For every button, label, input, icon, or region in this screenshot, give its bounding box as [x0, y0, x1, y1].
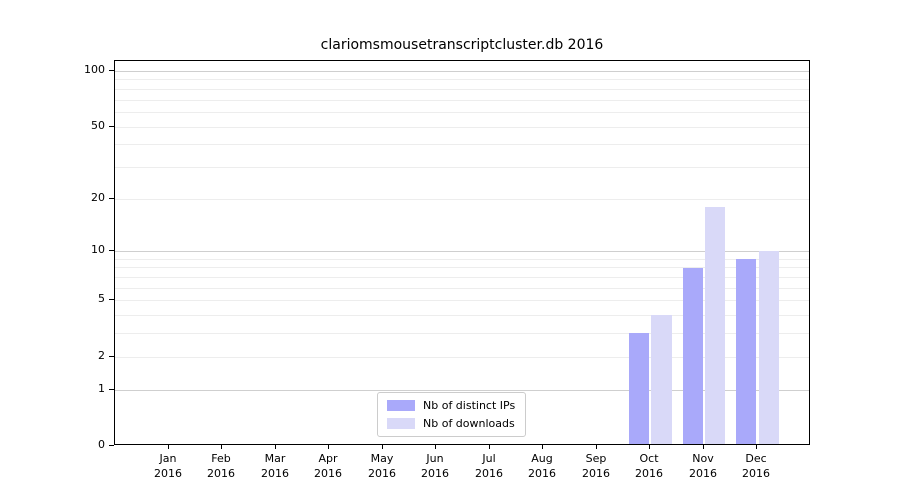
x-tick-month: Sep — [585, 452, 607, 465]
x-tick-month: Feb — [211, 452, 231, 465]
x-tick-label: Sep 2016 — [564, 451, 628, 481]
x-tick — [703, 445, 704, 449]
legend: Nb of distinct IPs Nb of downloads — [377, 392, 527, 437]
x-tick-month: Nov — [692, 452, 714, 465]
y-tick-label: 20 — [91, 191, 105, 204]
x-tick-label: Jun 2016 — [403, 451, 467, 481]
x-tick-month: Mar — [264, 452, 286, 465]
minor-gridline — [115, 267, 809, 268]
minor-gridline — [115, 167, 809, 168]
bar-distinct-ips-oct — [629, 333, 650, 444]
major-gridline — [115, 71, 809, 72]
minor-gridline — [115, 89, 809, 90]
legend-entry-downloads: Nb of downloads — [387, 417, 515, 430]
x-tick — [382, 445, 383, 449]
x-tick-month: Dec — [745, 452, 767, 465]
y-tick-label: 5 — [98, 292, 105, 305]
x-tick-label: Mar 2016 — [243, 451, 307, 481]
x-tick-month: Jan — [159, 452, 177, 465]
y-tick — [109, 445, 114, 446]
minor-gridline — [115, 199, 809, 200]
y-tick-label: 2 — [98, 349, 105, 362]
x-tick — [756, 445, 757, 449]
x-tick-label: Nov 2016 — [671, 451, 735, 481]
minor-gridline — [115, 259, 809, 260]
x-tick-month: Oct — [639, 452, 659, 465]
x-tick — [168, 445, 169, 449]
legend-swatch-downloads-icon — [387, 418, 415, 429]
plot-area: Nb of distinct IPs Nb of downloads — [114, 60, 810, 445]
x-tick — [275, 445, 276, 449]
x-tick-label: May 2016 — [350, 451, 414, 481]
x-tick-label: Jan 2016 — [136, 451, 200, 481]
chart-title: clariomsmousetranscriptcluster.db 2016 — [320, 37, 604, 53]
minor-gridline — [115, 100, 809, 101]
bar-downloads-nov — [704, 206, 726, 444]
bar-distinct-ips-nov — [682, 267, 703, 444]
y-tick — [109, 356, 114, 357]
bar-distinct-ips-dec — [736, 258, 757, 444]
minor-gridline — [115, 288, 809, 289]
x-tick — [328, 445, 329, 449]
legend-swatch-distinct-ips-icon — [387, 400, 415, 411]
x-tick-month: Jul — [482, 452, 496, 465]
x-tick-year: 2016 — [154, 467, 182, 480]
y-tick-label: 1 — [98, 382, 105, 395]
x-tick — [542, 445, 543, 449]
minor-gridline — [115, 357, 809, 358]
x-tick — [649, 445, 650, 449]
x-tick-label: Feb 2016 — [189, 451, 253, 481]
major-gridline — [115, 251, 809, 252]
x-tick-year: 2016 — [742, 467, 770, 480]
x-tick-label: Apr 2016 — [296, 451, 360, 481]
x-tick-year: 2016 — [261, 467, 289, 480]
minor-gridline — [115, 127, 809, 128]
minor-gridline — [115, 79, 809, 80]
x-tick-year: 2016 — [207, 467, 235, 480]
y-tick-label: 0 — [98, 438, 105, 451]
x-tick-year: 2016 — [475, 467, 503, 480]
x-tick-year: 2016 — [421, 467, 449, 480]
x-tick-year: 2016 — [582, 467, 610, 480]
x-tick — [596, 445, 597, 449]
y-tick-label: 50 — [91, 119, 105, 132]
minor-gridline — [115, 277, 809, 278]
minor-gridline — [115, 112, 809, 113]
major-gridline — [115, 390, 809, 391]
x-tick — [221, 445, 222, 449]
x-tick-label: Oct 2016 — [617, 451, 681, 481]
x-tick-year: 2016 — [314, 467, 342, 480]
x-tick-label: Jul 2016 — [457, 451, 521, 481]
x-tick-month: Jun — [426, 452, 444, 465]
y-tick-label: 10 — [91, 243, 105, 256]
x-tick-year: 2016 — [689, 467, 717, 480]
y-tick — [109, 70, 114, 71]
y-tick — [109, 250, 114, 251]
y-tick — [109, 389, 114, 390]
x-tick — [489, 445, 490, 449]
x-tick-month: Apr — [318, 452, 338, 465]
x-tick — [435, 445, 436, 449]
minor-gridline — [115, 315, 809, 316]
legend-entry-distinct-ips: Nb of distinct IPs — [387, 399, 515, 412]
x-tick-year: 2016 — [368, 467, 396, 480]
x-tick-label: Aug 2016 — [510, 451, 574, 481]
x-tick-year: 2016 — [528, 467, 556, 480]
x-tick-month: Aug — [531, 452, 553, 465]
minor-gridline — [115, 300, 809, 301]
y-tick — [109, 299, 114, 300]
legend-label-distinct-ips: Nb of distinct IPs — [423, 399, 516, 412]
legend-label-downloads: Nb of downloads — [423, 417, 515, 430]
y-tick — [109, 126, 114, 127]
bar-downloads-dec — [758, 251, 779, 444]
minor-gridline — [115, 144, 809, 145]
minor-gridline — [115, 333, 809, 334]
bar-downloads-oct — [651, 315, 672, 444]
y-tick-label: 100 — [84, 63, 105, 76]
x-tick-month: May — [370, 452, 394, 465]
x-tick-label: Dec 2016 — [724, 451, 788, 481]
x-tick-year: 2016 — [635, 467, 663, 480]
y-tick — [109, 198, 114, 199]
